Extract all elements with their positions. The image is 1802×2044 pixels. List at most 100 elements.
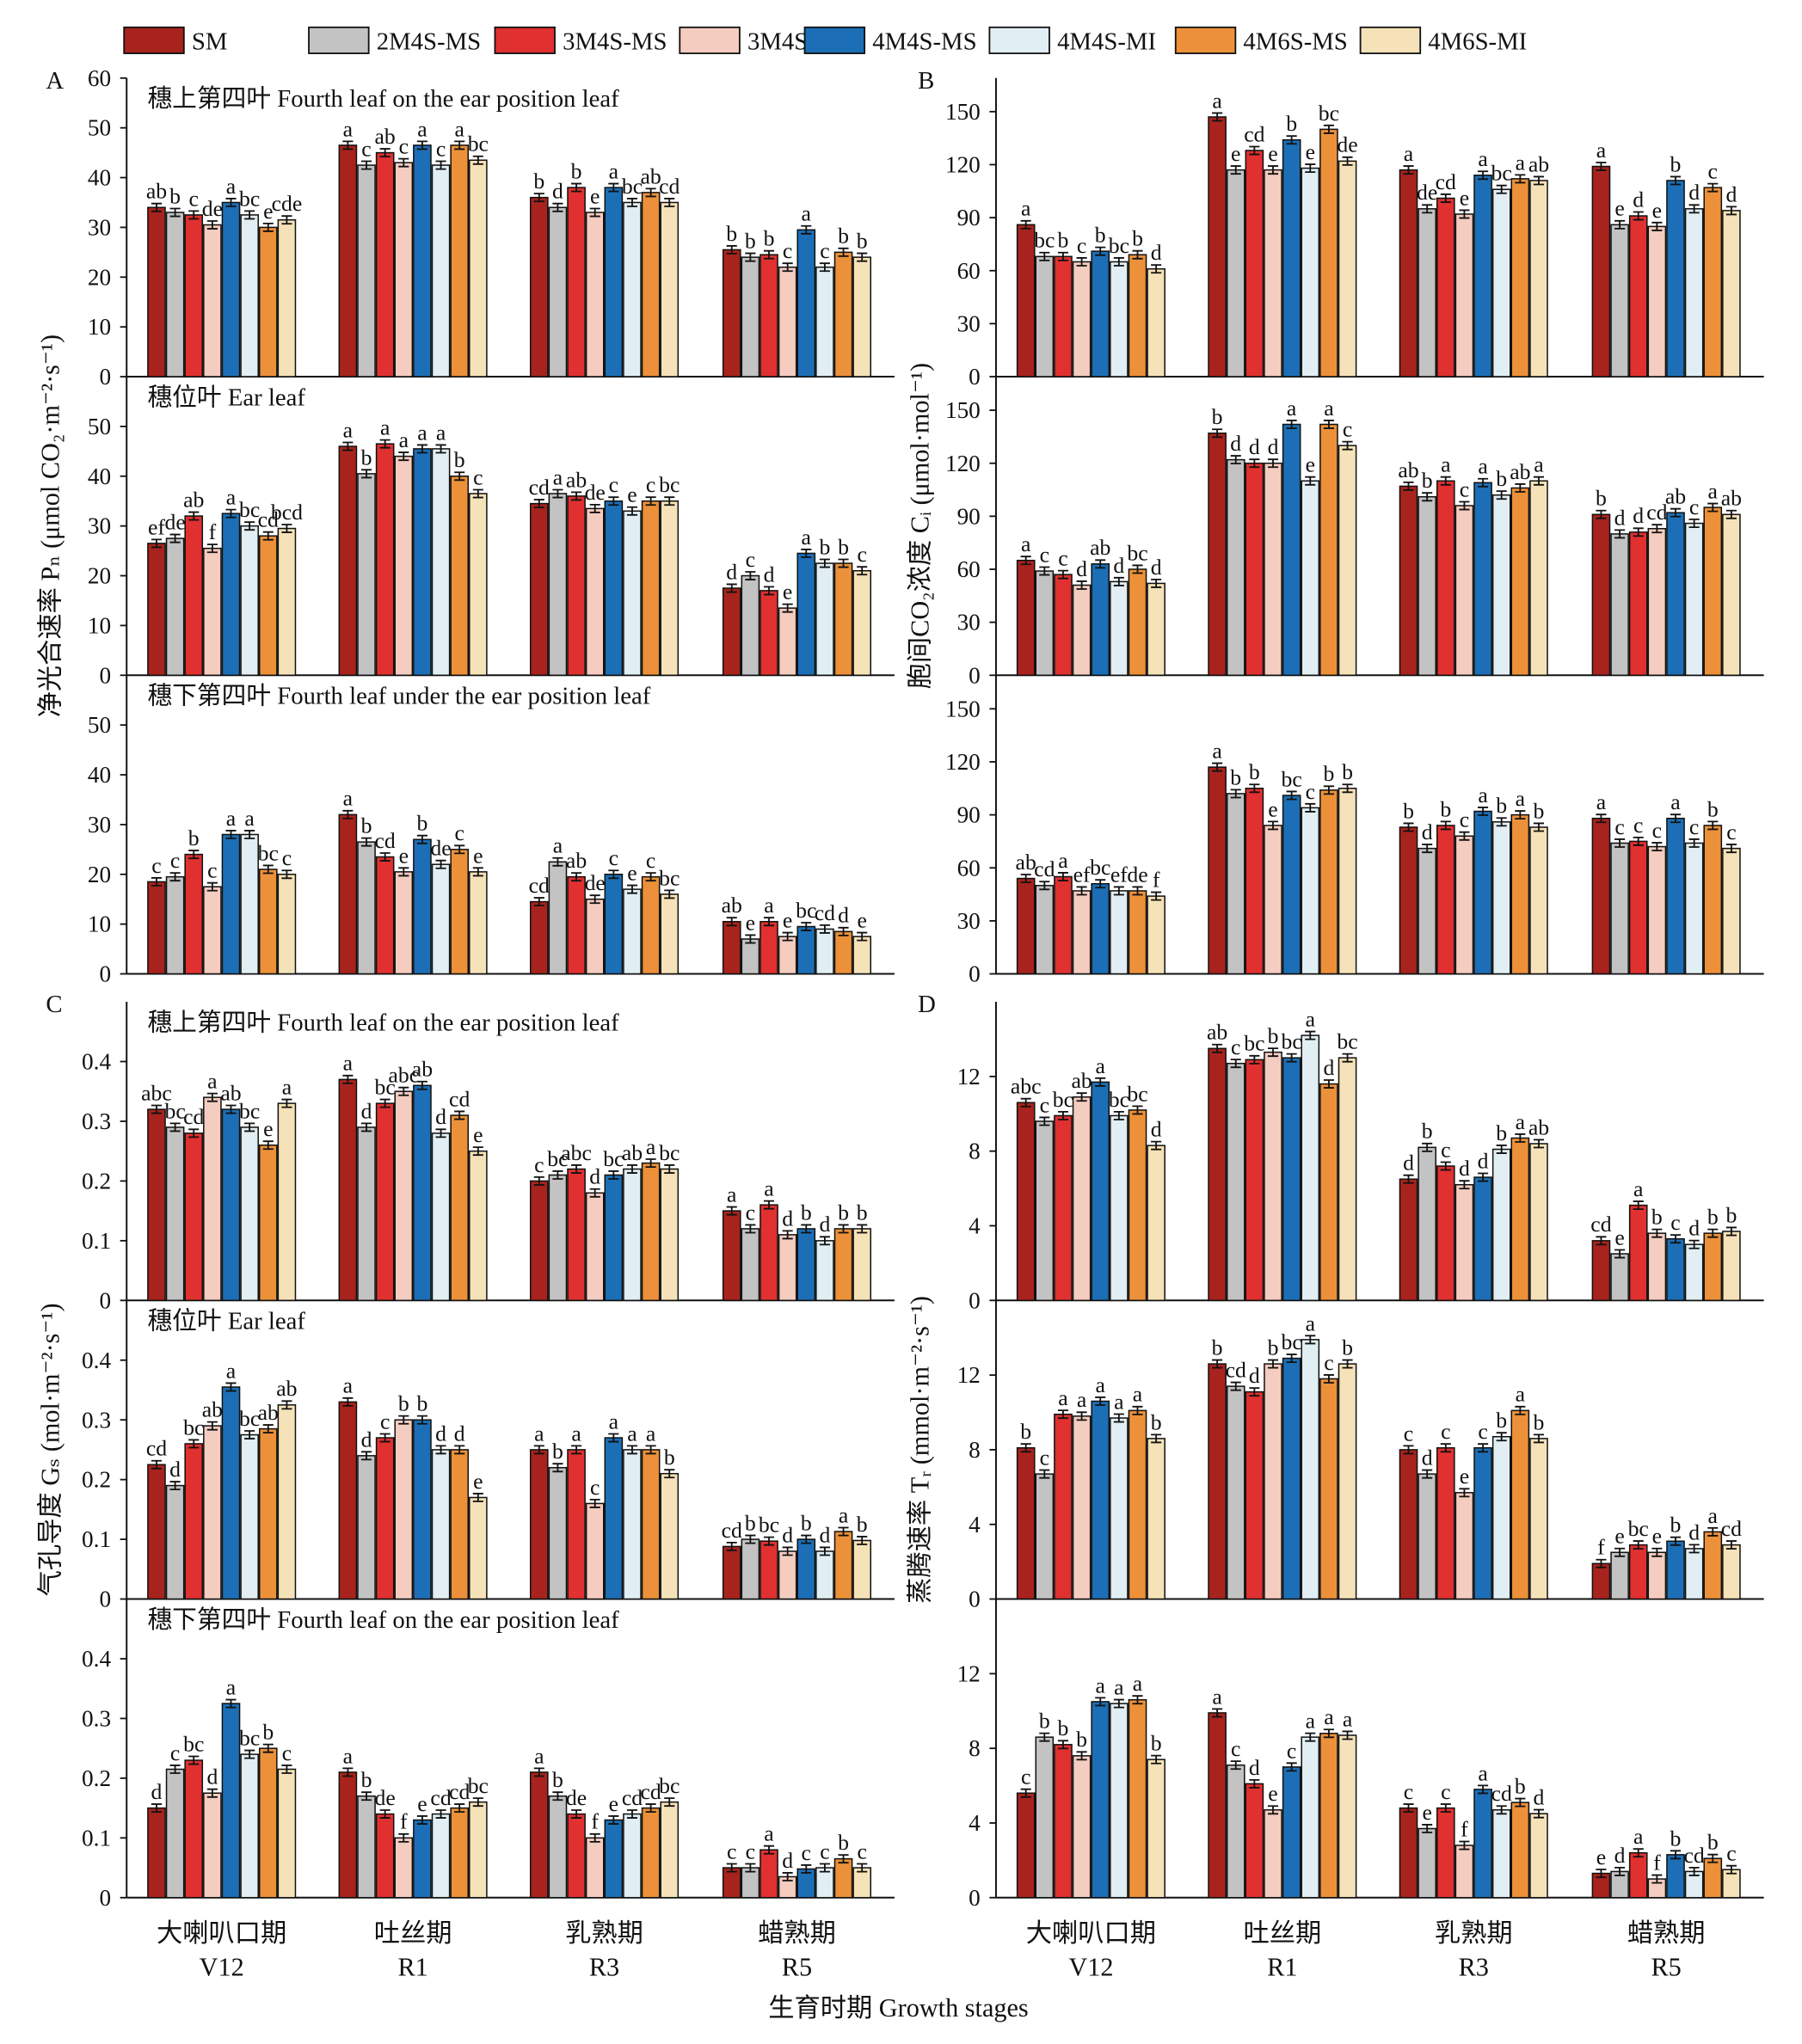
error-bar bbox=[281, 524, 292, 533]
bar bbox=[431, 448, 451, 677]
bar bbox=[1072, 584, 1092, 677]
significance-letter: bc bbox=[622, 174, 643, 199]
significance-letter: e bbox=[627, 482, 637, 507]
subplot: 穗上第四叶 Fourth leaf on the ear position le… bbox=[88, 65, 895, 390]
bar bbox=[1418, 208, 1436, 377]
error-bar bbox=[782, 1230, 793, 1240]
error-bar bbox=[533, 1767, 544, 1777]
bar bbox=[240, 1753, 259, 1899]
y-tick-label: 30 bbox=[88, 214, 111, 240]
subplot: 穗下第四叶 Fourth leaf on the ear position le… bbox=[82, 1606, 895, 1911]
bar bbox=[722, 1545, 741, 1600]
bar bbox=[833, 562, 853, 677]
error-bar bbox=[726, 917, 737, 927]
significance-letter: a bbox=[609, 1409, 619, 1433]
error-bar bbox=[342, 441, 354, 451]
error-bar bbox=[857, 1863, 868, 1873]
significance-letter: c bbox=[1460, 476, 1469, 501]
significance-letter: b bbox=[1422, 468, 1433, 493]
significance-letter: cd bbox=[1721, 1516, 1742, 1541]
error-bar bbox=[1440, 476, 1451, 486]
error-bar bbox=[782, 1546, 793, 1556]
error-bar bbox=[1533, 476, 1545, 486]
error-bar bbox=[571, 1445, 582, 1455]
error-bar bbox=[1515, 483, 1526, 493]
significance-letter: b bbox=[1020, 1419, 1031, 1444]
significance-letter: d bbox=[819, 1522, 830, 1547]
y-tick-label: 0 bbox=[969, 662, 981, 688]
error-bar bbox=[1305, 1732, 1316, 1742]
bar bbox=[431, 1813, 451, 1899]
error-bar bbox=[589, 207, 600, 218]
bar bbox=[567, 1168, 586, 1302]
significance-letter: e bbox=[1614, 1524, 1624, 1549]
significance-letter: d bbox=[589, 1164, 600, 1189]
error-bar bbox=[1633, 1540, 1644, 1550]
error-bar bbox=[1323, 1373, 1334, 1384]
bar bbox=[1473, 1789, 1492, 1899]
error-bar bbox=[589, 1498, 600, 1508]
error-bar bbox=[857, 1536, 868, 1545]
significance-letter: f bbox=[1653, 1850, 1661, 1875]
bar bbox=[1091, 1081, 1110, 1302]
error-bar bbox=[782, 262, 793, 273]
significance-letter: a bbox=[226, 1358, 237, 1383]
significance-letter: c bbox=[282, 1740, 292, 1765]
error-bar bbox=[782, 603, 793, 613]
error-bar bbox=[1151, 1754, 1162, 1765]
error-bar bbox=[763, 1845, 775, 1855]
error-bar bbox=[472, 1146, 483, 1157]
significance-letter: a bbox=[1478, 1760, 1488, 1785]
bar bbox=[431, 164, 451, 377]
significance-letter: c bbox=[1040, 1446, 1049, 1470]
significance-letter: de bbox=[585, 870, 606, 895]
significance-letter: b bbox=[838, 224, 849, 249]
bar bbox=[1319, 423, 1338, 677]
bar bbox=[203, 547, 222, 677]
bar bbox=[394, 1837, 414, 1899]
error-bar bbox=[571, 1164, 582, 1174]
error-bar bbox=[262, 1743, 274, 1753]
significance-letter: e bbox=[590, 183, 600, 208]
error-bar bbox=[1039, 1469, 1050, 1479]
bar bbox=[548, 1174, 568, 1302]
significance-letter: bc bbox=[258, 840, 279, 865]
y-tick-label: 10 bbox=[88, 314, 111, 340]
bar bbox=[258, 535, 278, 677]
bar bbox=[277, 1102, 297, 1302]
bar bbox=[529, 1771, 549, 1899]
bar bbox=[585, 507, 605, 677]
group-label-cn: 大喇叭口期 bbox=[157, 1918, 286, 1948]
bar bbox=[1147, 1438, 1165, 1600]
error-bar bbox=[1057, 569, 1069, 580]
error-bar bbox=[552, 202, 563, 212]
y-tick-label: 30 bbox=[957, 908, 981, 934]
bar bbox=[1245, 150, 1264, 377]
bar bbox=[1054, 875, 1073, 975]
significance-letter: c bbox=[1726, 1841, 1736, 1866]
legend-swatch bbox=[803, 26, 866, 54]
significance-letter: c bbox=[1324, 1350, 1333, 1375]
bar bbox=[277, 218, 297, 377]
bar bbox=[1035, 255, 1055, 377]
error-bar bbox=[533, 1445, 544, 1455]
error-bar bbox=[360, 160, 372, 170]
error-bar bbox=[416, 140, 427, 150]
group-label-en: V12 bbox=[200, 1953, 244, 1982]
significance-letter: a bbox=[1114, 1674, 1124, 1699]
significance-letter: e bbox=[399, 843, 409, 868]
bar bbox=[1301, 807, 1320, 975]
error-bar bbox=[664, 496, 675, 506]
significance-letter: a bbox=[343, 1051, 354, 1076]
error-bar bbox=[169, 1481, 181, 1491]
error-bar bbox=[1095, 1697, 1106, 1707]
significance-letter: a bbox=[1133, 1671, 1143, 1696]
error-bar bbox=[1076, 1411, 1087, 1421]
error-bar bbox=[206, 220, 218, 230]
error-bar bbox=[726, 1863, 737, 1873]
significance-letter: bc bbox=[1090, 855, 1110, 880]
error-bar bbox=[225, 1698, 237, 1709]
significance-letter: e bbox=[1596, 1845, 1606, 1869]
